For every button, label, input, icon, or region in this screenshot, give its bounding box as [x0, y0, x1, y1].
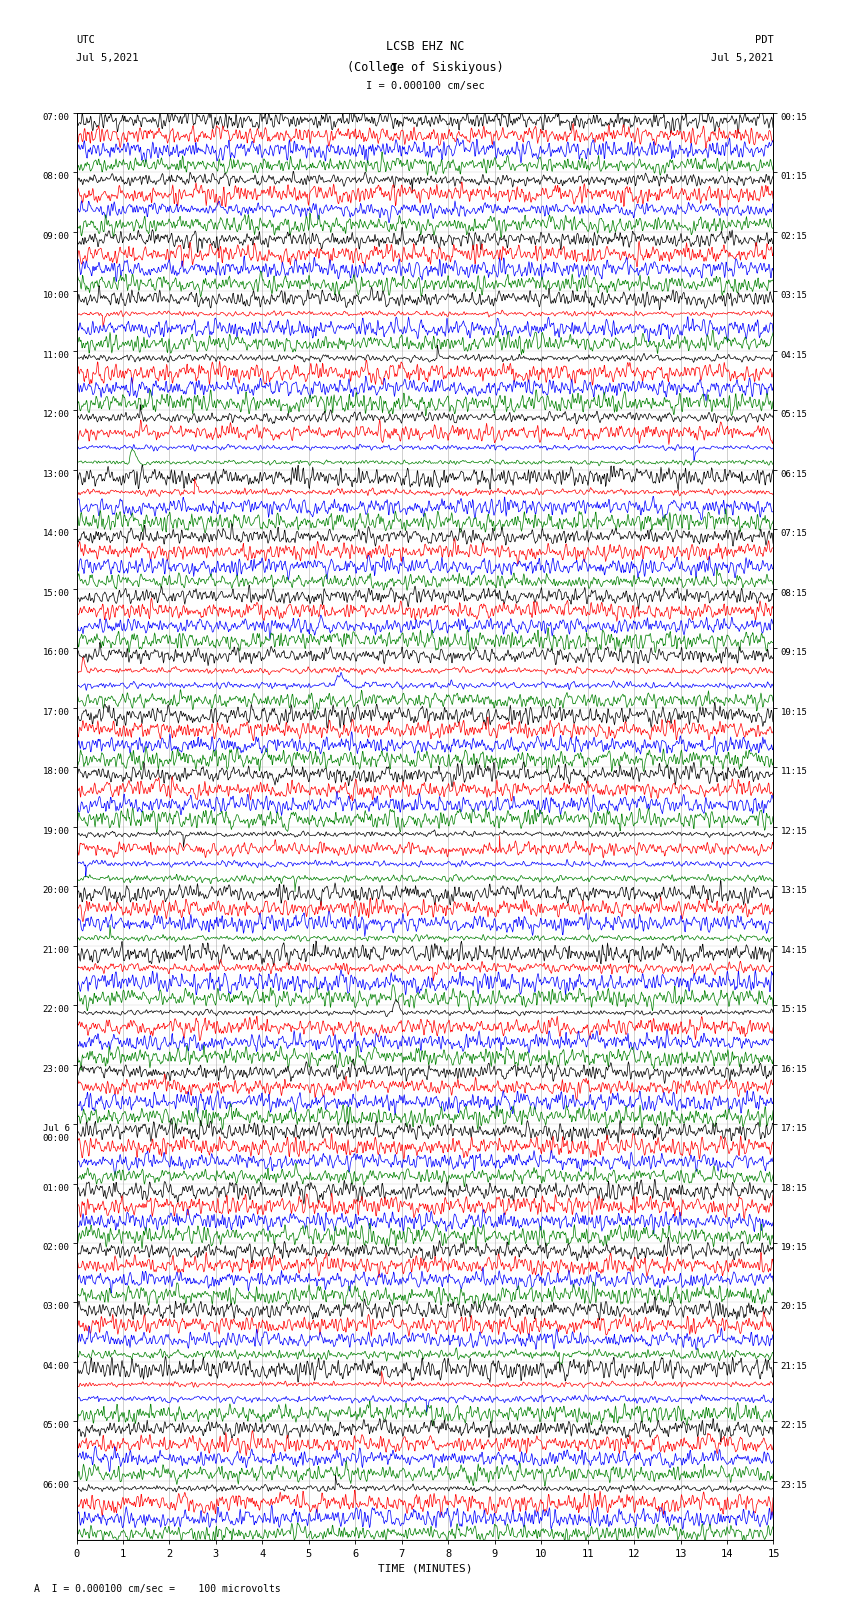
Text: UTC: UTC: [76, 35, 95, 45]
Text: A  I = 0.000100 cm/sec =    100 microvolts: A I = 0.000100 cm/sec = 100 microvolts: [34, 1584, 280, 1594]
Text: PDT: PDT: [755, 35, 774, 45]
X-axis label: TIME (MINUTES): TIME (MINUTES): [377, 1563, 473, 1574]
Text: Jul 5,2021: Jul 5,2021: [76, 53, 139, 63]
Text: (College of Siskiyous): (College of Siskiyous): [347, 61, 503, 74]
Text: I = 0.000100 cm/sec: I = 0.000100 cm/sec: [366, 81, 484, 90]
Text: Jul 5,2021: Jul 5,2021: [711, 53, 774, 63]
Text: LCSB EHZ NC: LCSB EHZ NC: [386, 40, 464, 53]
Text: I: I: [390, 63, 397, 73]
